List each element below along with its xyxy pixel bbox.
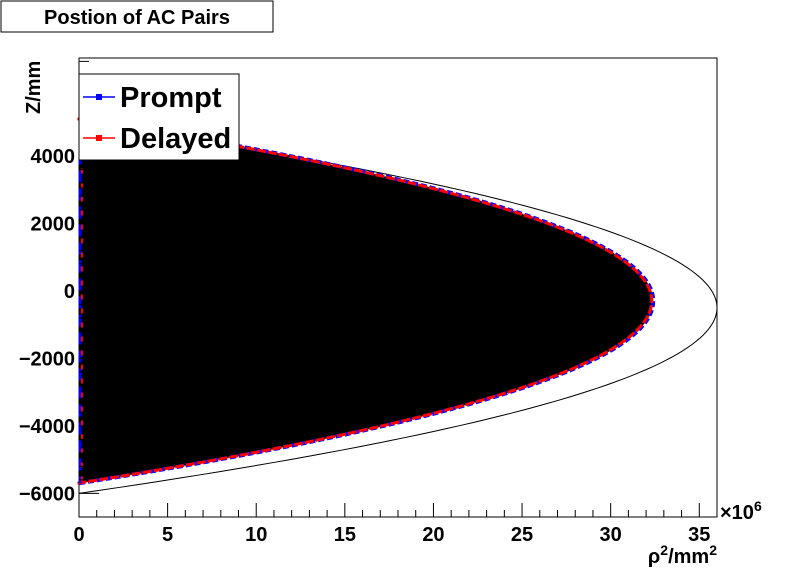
x-tick-label: 25 xyxy=(511,524,533,546)
filled-event-region xyxy=(79,118,654,484)
y-tick-label: 4000 xyxy=(31,146,76,168)
y-tick-label: −6000 xyxy=(19,483,75,505)
x-axis-title-sup: 2 xyxy=(660,542,668,558)
x-tick-label: 10 xyxy=(245,524,267,546)
x-axis-title-base: ρ xyxy=(648,546,660,568)
x-tick-label: 15 xyxy=(334,524,356,546)
y-axis: −6000 −4000 −2000 0 2000 4000 xyxy=(19,60,99,505)
legend-marker-prompt xyxy=(96,94,102,100)
y-tick-label: 2000 xyxy=(31,213,76,235)
legend-item-delayed: Delayed xyxy=(83,123,231,155)
y-tick-label: −4000 xyxy=(19,416,75,438)
y-axis-title: Z/mm xyxy=(23,61,45,114)
x-axis-multiplier: ×106 xyxy=(720,498,762,524)
x-tick-label: 35 xyxy=(688,524,710,546)
x-axis-title-tail: /mm xyxy=(668,546,709,568)
delayed-edge-points xyxy=(77,117,654,485)
chart-title-frame xyxy=(0,0,274,33)
legend-marker-delayed xyxy=(96,135,102,141)
chart-title-box: Postion of AC Pairs xyxy=(0,0,274,33)
legend-item-prompt: Prompt xyxy=(83,82,222,114)
x-tick-label: 5 xyxy=(162,524,173,546)
x-tick-label: 20 xyxy=(422,524,444,546)
x-axis-title: ρ2/mm2 xyxy=(648,542,717,568)
x-axis: 0 5 10 15 20 25 30 35 xyxy=(73,503,718,546)
data-layer xyxy=(77,98,718,494)
y-tick-label: −2000 xyxy=(19,348,75,370)
x-axis-title-sup2: 2 xyxy=(709,542,717,558)
chart-title: Postion of AC Pairs xyxy=(44,7,230,29)
y-tick-label: 0 xyxy=(64,281,75,303)
outer-boundary-curve xyxy=(78,121,718,494)
legend-label-delayed: Delayed xyxy=(120,123,231,155)
x-axis-multiplier-base: ×10 xyxy=(720,502,754,524)
legend: Prompt Delayed xyxy=(78,73,240,161)
legend-frame xyxy=(78,73,240,161)
x-axis-multiplier-exp: 6 xyxy=(754,498,762,514)
x-tick-label: 0 xyxy=(73,524,84,546)
legend-label-prompt: Prompt xyxy=(120,82,222,114)
x-tick-label: 30 xyxy=(600,524,622,546)
